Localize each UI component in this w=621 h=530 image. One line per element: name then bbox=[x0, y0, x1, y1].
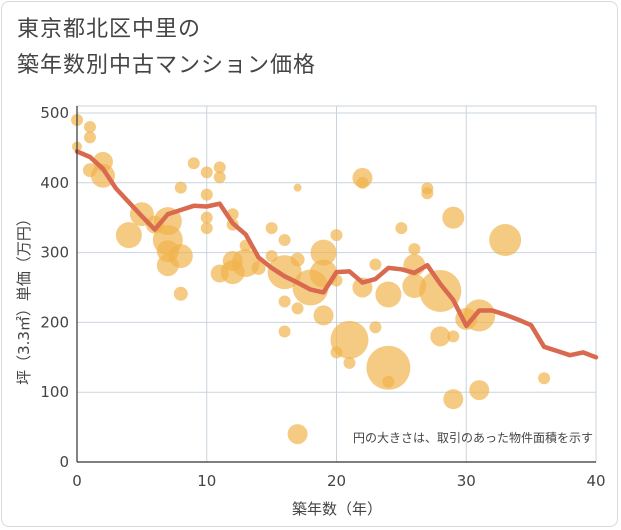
bubble-point bbox=[200, 166, 213, 179]
bubble-point bbox=[313, 305, 334, 326]
bubble-point bbox=[168, 244, 193, 269]
bubble-point bbox=[213, 171, 226, 184]
bubble-point bbox=[343, 356, 356, 369]
x-tick-label: 10 bbox=[197, 472, 216, 490]
y-axis-label: 坪（3.3㎡）単価（万円） bbox=[15, 211, 33, 385]
bubble-point bbox=[83, 131, 96, 144]
bubble-point bbox=[213, 161, 226, 174]
y-tick-label: 400 bbox=[40, 174, 69, 192]
bubble-point bbox=[538, 372, 551, 385]
bubble-point bbox=[421, 187, 434, 200]
y-tick-label: 0 bbox=[59, 453, 69, 471]
bubble-point bbox=[287, 424, 308, 445]
bubble-point bbox=[187, 157, 200, 170]
bubble-point bbox=[330, 229, 343, 242]
bubble-point bbox=[293, 183, 302, 192]
bubble-point bbox=[173, 286, 188, 301]
y-tick-label: 200 bbox=[40, 313, 69, 331]
bubble-point bbox=[395, 222, 408, 235]
bubble-point bbox=[408, 243, 421, 256]
bubble-point bbox=[278, 234, 291, 247]
bubble-size-note: 円の大きさは、取引のあった物件面積を示す bbox=[353, 430, 593, 445]
bubble-point bbox=[356, 176, 369, 189]
bubble-point bbox=[83, 120, 96, 133]
y-tick-label: 100 bbox=[40, 383, 69, 401]
bubble-point bbox=[330, 320, 369, 359]
bubble-point bbox=[375, 281, 402, 308]
bubble-point bbox=[382, 375, 395, 388]
x-tick-label: 0 bbox=[72, 472, 82, 490]
x-tick-label: 40 bbox=[586, 472, 605, 490]
bubble-point bbox=[419, 269, 462, 312]
bubble-series bbox=[71, 113, 551, 445]
bubble-point bbox=[489, 224, 522, 257]
bubble-point bbox=[200, 222, 213, 235]
bubble-point bbox=[442, 206, 465, 229]
bubble-point bbox=[290, 252, 305, 267]
bubble-point bbox=[200, 211, 213, 224]
bubble-point bbox=[278, 295, 291, 308]
y-tick-label: 500 bbox=[40, 104, 69, 122]
chart-title: 東京都北区中里の 築年数別中古マンション価格 bbox=[17, 12, 316, 84]
bubble-point bbox=[366, 345, 411, 390]
bubble-point bbox=[469, 380, 490, 401]
bubble-point bbox=[447, 330, 460, 343]
bubble-point bbox=[430, 326, 451, 347]
bubble-point bbox=[291, 302, 304, 315]
bubble-point bbox=[115, 222, 142, 249]
x-tick-label: 20 bbox=[327, 472, 346, 490]
bubble-point bbox=[369, 321, 382, 334]
bubble-point bbox=[174, 181, 187, 194]
bubble-point bbox=[310, 239, 337, 266]
title-line-1: 東京都北区中里の bbox=[17, 17, 202, 42]
bubble-point bbox=[200, 188, 213, 201]
bubble-point bbox=[369, 258, 382, 271]
average-line-series bbox=[74, 149, 599, 360]
x-axis-label: 築年数（年） bbox=[292, 500, 382, 518]
y-tick-label: 300 bbox=[40, 244, 69, 262]
title-line-2: 築年数別中古マンション価格 bbox=[17, 53, 317, 78]
x-tick-label: 30 bbox=[457, 472, 476, 490]
average-price-line bbox=[74, 149, 599, 360]
bubble-point bbox=[251, 260, 266, 275]
bubble-point bbox=[443, 389, 464, 410]
bubble-point bbox=[278, 325, 291, 338]
bubble-point bbox=[265, 222, 278, 235]
